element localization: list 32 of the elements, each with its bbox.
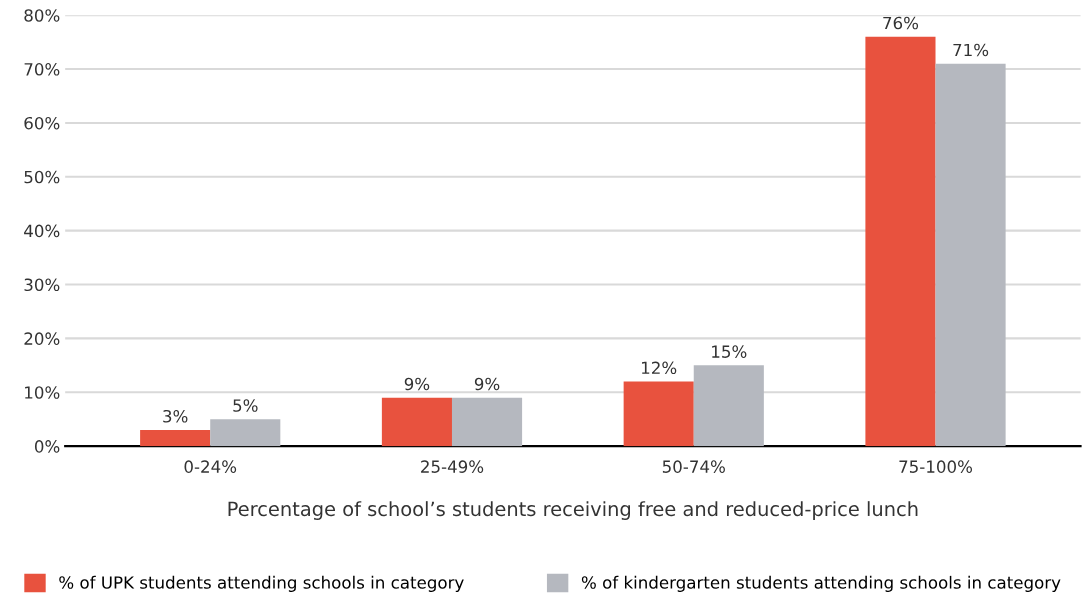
x-tick-label: 50-74% (662, 460, 725, 473)
bar (381, 397, 452, 447)
data-label: 71% (953, 43, 989, 57)
bar (693, 365, 764, 447)
data-label: 3% (163, 409, 188, 423)
data-label: 9% (404, 377, 430, 391)
x-tick-label: 75-100% (899, 460, 973, 473)
data-label: 9% (474, 377, 500, 391)
y-tick-label: 60% (24, 116, 60, 130)
y-tick-label: 0% (34, 440, 60, 453)
y-tick-label: 50% (24, 170, 60, 184)
x-tick-label: 0-24% (184, 460, 237, 473)
x-axis-title: Percentage of school’s students receiving free and reduced-price lunch (228, 501, 918, 520)
data-label: 12% (642, 361, 677, 375)
y-tick-label: 20% (24, 332, 60, 345)
legend-label: % of kindergarten students attending schools in category (581, 575, 1061, 592)
y-tick-label: 40% (24, 224, 60, 238)
bar (451, 397, 523, 447)
y-tick-label: 80% (24, 9, 60, 22)
data-label: 76% (883, 16, 919, 30)
y-tick-label: 10% (25, 386, 60, 399)
bar (140, 429, 211, 447)
data-label: 15% (712, 345, 747, 358)
legend-label: % of UPK students attending schools in category (59, 575, 464, 592)
bar (210, 419, 281, 447)
bar (865, 36, 936, 447)
bar (623, 381, 694, 447)
x-tick-label: 25-49% (421, 460, 484, 473)
y-tick-label: 70% (24, 63, 60, 76)
data-label: 5% (233, 399, 258, 412)
bar (935, 63, 1006, 447)
y-tick-label: 30% (24, 278, 60, 292)
